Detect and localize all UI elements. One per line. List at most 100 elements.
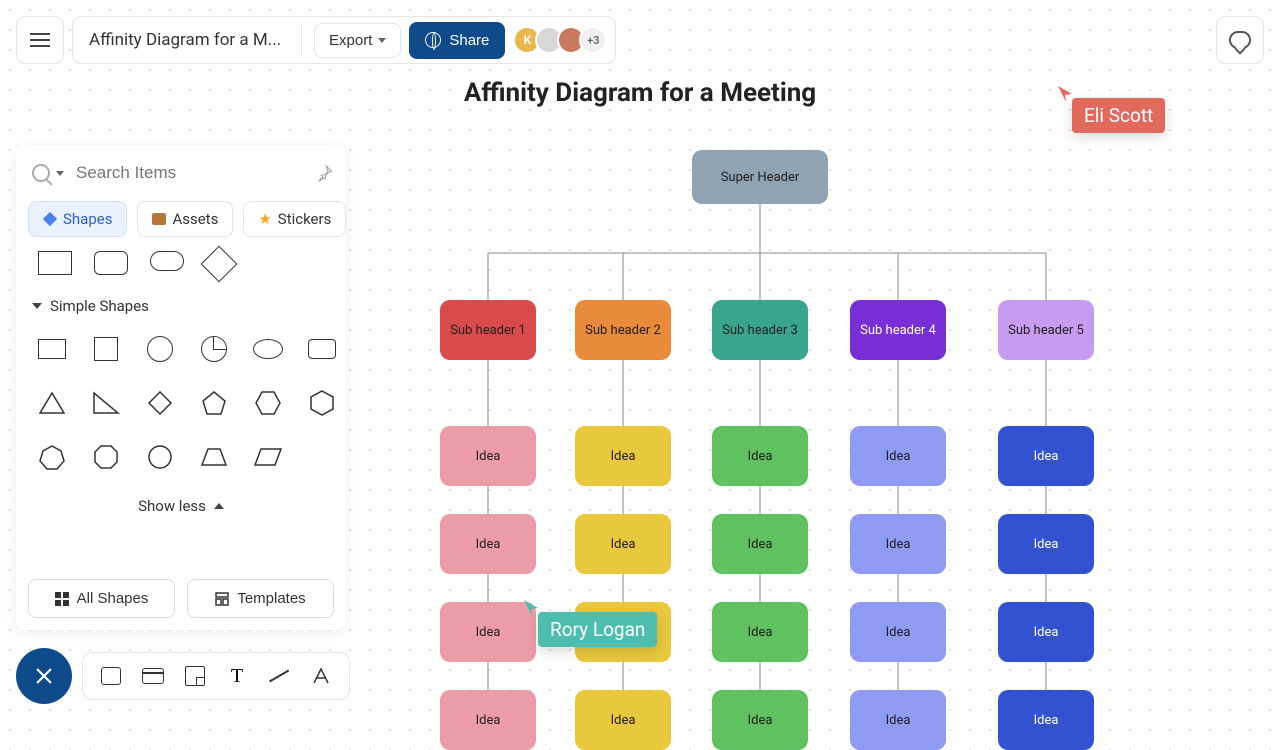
briefcase-icon <box>152 213 166 225</box>
tab-label: Assets <box>172 210 218 228</box>
document-title[interactable]: Affinity Diagram for a M... <box>89 30 289 50</box>
shape-hexagon-alt[interactable] <box>304 385 340 421</box>
shape-rounded-rect[interactable] <box>304 331 340 367</box>
shape-pie[interactable] <box>196 331 232 367</box>
export-button[interactable]: Export <box>314 23 401 58</box>
diagram-node[interactable]: Sub header 4 <box>850 300 946 360</box>
collaborator-avatars: K +3 <box>519 26 607 54</box>
diagram-node[interactable]: Idea <box>712 514 808 574</box>
templates-button[interactable]: Templates <box>187 579 334 618</box>
hamburger-icon <box>30 39 50 41</box>
tool-sticky[interactable] <box>183 664 207 688</box>
diagram-node[interactable]: Idea <box>998 690 1094 750</box>
globe-icon <box>425 32 441 48</box>
caret-up-icon <box>214 503 224 509</box>
diagram-node[interactable]: Idea <box>850 690 946 750</box>
show-less-button[interactable]: Show less <box>28 485 334 527</box>
tool-strip: T <box>82 652 350 700</box>
pin-icon[interactable] <box>316 164 334 182</box>
tool-text[interactable]: T <box>225 664 249 688</box>
diagram-node[interactable]: Idea <box>850 514 946 574</box>
tool-shape[interactable] <box>99 664 123 688</box>
presence-cursor-label: Rory Logan <box>538 612 657 647</box>
diagram-node[interactable]: Idea <box>998 602 1094 662</box>
tab-shapes[interactable]: Shapes <box>28 201 127 237</box>
shape-trapezoid[interactable] <box>196 439 232 475</box>
tab-assets[interactable]: Assets <box>137 201 233 237</box>
page-title[interactable]: Affinity Diagram for a Meeting <box>464 78 816 108</box>
diagram-node[interactable]: Idea <box>440 514 536 574</box>
diagram-node[interactable]: Sub header 3 <box>712 300 808 360</box>
shape-decagon[interactable] <box>142 439 178 475</box>
avatar-more[interactable]: +3 <box>579 26 607 54</box>
shape-diamond[interactable] <box>142 385 178 421</box>
shape-ellipse[interactable] <box>250 331 286 367</box>
title-bar: Affinity Diagram for a M... Export Share… <box>72 16 616 64</box>
menu-button[interactable] <box>16 16 64 64</box>
shape-heptagon[interactable] <box>34 439 70 475</box>
shape-rounded-rect[interactable] <box>94 251 128 275</box>
tool-card[interactable] <box>141 664 165 688</box>
button-label: Templates <box>237 590 305 607</box>
comment-button[interactable] <box>1216 16 1264 64</box>
divider <box>301 24 302 56</box>
diagram-node[interactable]: Idea <box>850 602 946 662</box>
diagram-node[interactable]: Idea <box>575 514 671 574</box>
diamond-icon <box>43 212 57 226</box>
shape-octagon[interactable] <box>88 439 124 475</box>
search-icon <box>32 164 50 182</box>
button-label: All Shapes <box>77 590 149 607</box>
tab-label: Stickers <box>278 210 332 228</box>
close-icon <box>35 667 53 685</box>
template-icon <box>215 592 229 606</box>
shape-right-triangle[interactable] <box>88 385 124 421</box>
caret-down-icon <box>378 38 386 43</box>
diagram-node[interactable]: Idea <box>998 514 1094 574</box>
show-less-label: Show less <box>138 497 206 515</box>
tool-line[interactable] <box>267 664 291 688</box>
shape-triangle[interactable] <box>34 385 70 421</box>
panel-tabs: Shapes Assets ★ Stickers <box>28 201 334 237</box>
diagram-node[interactable]: Idea <box>440 690 536 750</box>
shape-diamond[interactable] <box>201 246 238 283</box>
diagram-node[interactable]: Super Header <box>692 150 828 204</box>
shape-parallelogram[interactable] <box>250 439 286 475</box>
presence-cursor-label: Eli Scott <box>1072 98 1165 133</box>
tool-pen[interactable] <box>309 664 333 688</box>
shapes-panel: Shapes Assets ★ Stickers Simple Shapes <box>16 145 346 630</box>
star-icon: ★ <box>258 210 271 228</box>
shape-pill[interactable] <box>150 251 184 271</box>
diagram-node[interactable]: Idea <box>575 426 671 486</box>
grid-icon <box>55 592 69 606</box>
diagram-node[interactable]: Idea <box>440 602 536 662</box>
diagram-node[interactable]: Idea <box>712 602 808 662</box>
share-button[interactable]: Share <box>409 22 505 59</box>
shape-rect[interactable] <box>38 251 72 275</box>
shape-hexagon[interactable] <box>250 385 286 421</box>
shape-circle[interactable] <box>142 331 178 367</box>
diagram-node[interactable]: Sub header 5 <box>998 300 1094 360</box>
close-fab[interactable] <box>16 648 72 704</box>
section-simple-shapes[interactable]: Simple Shapes <box>28 291 334 321</box>
all-shapes-button[interactable]: All Shapes <box>28 579 175 618</box>
shape-square[interactable] <box>88 331 124 367</box>
diagram-node[interactable]: Idea <box>712 690 808 750</box>
export-label: Export <box>329 32 372 49</box>
diagram-node[interactable]: Idea <box>998 426 1094 486</box>
comment-icon <box>1229 31 1251 49</box>
quick-shapes <box>28 247 334 291</box>
diagram-node[interactable]: Sub header 1 <box>440 300 536 360</box>
diagram-node[interactable]: Sub header 2 <box>575 300 671 360</box>
search-dropdown-icon[interactable] <box>56 171 64 176</box>
shape-pentagon[interactable] <box>196 385 232 421</box>
tab-label: Shapes <box>63 210 112 228</box>
share-label: Share <box>449 32 489 49</box>
diagram-node[interactable]: Idea <box>440 426 536 486</box>
shape-grid <box>28 321 334 485</box>
diagram-node[interactable]: Idea <box>850 426 946 486</box>
tab-stickers[interactable]: ★ Stickers <box>243 201 346 237</box>
shape-rectangle[interactable] <box>34 331 70 367</box>
diagram-node[interactable]: Idea <box>575 690 671 750</box>
search-input[interactable] <box>72 157 308 189</box>
diagram-node[interactable]: Idea <box>712 426 808 486</box>
